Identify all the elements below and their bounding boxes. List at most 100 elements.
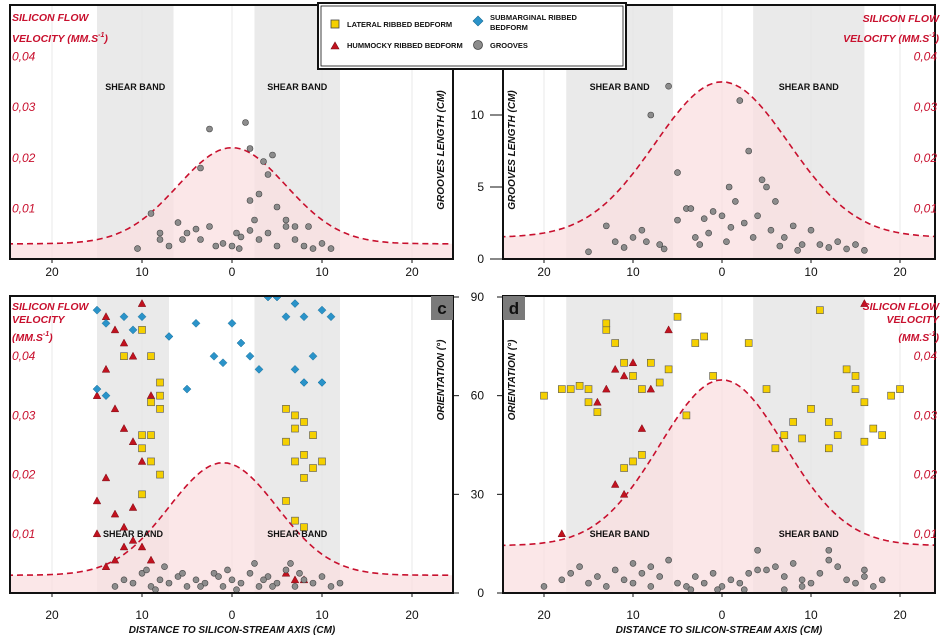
point-c-1-10 <box>156 470 164 479</box>
point-c-3-4 <box>147 583 155 590</box>
point-c-3-15 <box>246 569 254 577</box>
ori-tick-0: 0 <box>477 586 484 600</box>
x-tick-label-b-3: 10 <box>804 265 818 279</box>
legend-grooves-label: GROOVES <box>490 41 528 50</box>
vel-tick-c-2: 0,03 <box>12 408 36 422</box>
panel-c-tag-box <box>431 296 453 320</box>
point-c-3-37 <box>179 569 186 577</box>
axis-ticks: 20 10 0 10 20 20 10 0 10 20 20 10 0 10 20 20 10 0 10 20 0,01… <box>12 50 937 622</box>
orientation-axis-title-left: ORIENTATION (°) <box>436 339 447 421</box>
point-a-0-18 <box>309 245 317 252</box>
point-c-1-20 <box>291 457 299 466</box>
x-tick-label-a-1: 10 <box>135 265 149 279</box>
vel-tick-b-1: 0,02 <box>914 151 938 165</box>
point-b-0-27 <box>807 226 815 234</box>
point-d-2-4 <box>585 579 592 587</box>
flow-axis-title-a-close: ) <box>103 33 108 45</box>
x-axis-title-right: DISTANCE TO SILICON-STREAM AXIS (CM) <box>616 625 823 636</box>
point-c-3-3 <box>138 569 146 577</box>
point-c-0-14 <box>110 509 120 518</box>
point-d-0-31 <box>816 306 824 314</box>
point-c-3-38 <box>152 586 159 593</box>
flow-axis-title-d-2: VELOCITY <box>886 314 940 326</box>
point-a-0-5 <box>197 236 204 243</box>
point-d-1-2 <box>610 364 620 373</box>
orientation-axis-title-right: ORIENTATION (°) <box>507 339 518 421</box>
point-d-0-25 <box>762 385 771 393</box>
point-c-2-8 <box>182 384 192 394</box>
point-c-2-11 <box>218 358 228 368</box>
point-a-0-1 <box>156 236 164 243</box>
x-tick-label-a-4: 20 <box>405 265 419 279</box>
point-b-0-7 <box>656 241 664 248</box>
flow-axis-title-c-3: (MM.S-1) <box>12 331 53 344</box>
point-c-1-26 <box>300 523 308 532</box>
point-c-3-0 <box>111 583 119 590</box>
point-c-1-12 <box>120 352 128 361</box>
point-c-2-23 <box>236 338 246 348</box>
flow-axis-title-d-text: (MM.S <box>898 332 929 344</box>
point-c-0-6 <box>110 404 120 413</box>
point-a-0-11 <box>246 227 254 234</box>
point-c-0-21 <box>101 562 111 570</box>
shear-band-label-b-0: SHEAR BAND <box>590 82 651 92</box>
point-a-0-2 <box>165 242 173 250</box>
point-d-0-14 <box>673 312 682 321</box>
point-d-2-25 <box>772 563 779 570</box>
point-c-3-24 <box>327 583 335 590</box>
x-tick-label-d-0: 20 <box>537 608 551 622</box>
point-c-2-9 <box>191 318 201 328</box>
point-b-0-36 <box>696 241 704 248</box>
grooves-length-axis-title-right: GROOVES LENGTH (CM) <box>507 90 518 210</box>
flow-axis-title-a-text: VELOCITY (MM.S <box>12 33 98 45</box>
point-c-3-26 <box>143 566 150 574</box>
point-d-2-32 <box>834 563 842 570</box>
point-b-0-32 <box>852 241 859 248</box>
point-a-0-10 <box>237 233 245 241</box>
x-tick-label-d-3: 10 <box>804 608 818 622</box>
x-tick-label-c-1: 10 <box>135 608 149 622</box>
point-d-0-13 <box>664 365 673 374</box>
point-a-0-31 <box>273 203 281 211</box>
point-c-1-11 <box>138 490 146 499</box>
flow-axis-title-a-1: SILICON FLOW <box>12 12 89 24</box>
point-b-0-33 <box>861 247 868 254</box>
point-d-2-21 <box>736 579 744 587</box>
legend-submarginal-label-1: SUBMARGINAL RIBBED <box>490 13 578 22</box>
point-d-2-29 <box>807 579 815 587</box>
point-c-1-4 <box>147 398 155 407</box>
point-d-0-39 <box>887 391 895 400</box>
point-b-0-18 <box>745 147 753 155</box>
point-a-0-14 <box>273 242 281 250</box>
panel-b-frame <box>502 4 936 260</box>
point-d-1-0 <box>593 397 602 406</box>
point-c-1-3 <box>156 391 164 400</box>
vel-tick-a-2: 0,03 <box>12 100 36 114</box>
point-a-0-27 <box>197 164 204 172</box>
point-d-0-40 <box>896 385 904 393</box>
point-c-0-17 <box>137 542 147 551</box>
point-c-3-35 <box>224 566 231 574</box>
point-c-1-9 <box>147 457 155 466</box>
point-d-2-20 <box>727 576 735 584</box>
point-d-1-4 <box>628 358 638 367</box>
point-c-3-1 <box>120 576 128 584</box>
point-c-1-18 <box>309 431 317 439</box>
point-c-3-30 <box>197 583 204 590</box>
point-d-0-7 <box>611 339 620 347</box>
point-d-2-17 <box>700 579 708 587</box>
point-c-3-22 <box>309 579 317 587</box>
point-d-2-43 <box>647 563 655 570</box>
point-c-3-20 <box>291 583 299 590</box>
point-d-0-41 <box>860 437 869 446</box>
point-c-3-12 <box>219 583 227 590</box>
point-b-0-28 <box>816 241 824 248</box>
point-d-0-29 <box>798 434 806 443</box>
point-d-2-46 <box>740 586 748 593</box>
flow-axis-title-b-close: ) <box>935 33 940 45</box>
point-d-0-20 <box>629 457 637 466</box>
point-c-1-7 <box>138 431 146 439</box>
point-b-0-38 <box>758 176 766 184</box>
point-d-2-0 <box>540 583 548 590</box>
point-c-1-24 <box>282 497 290 505</box>
